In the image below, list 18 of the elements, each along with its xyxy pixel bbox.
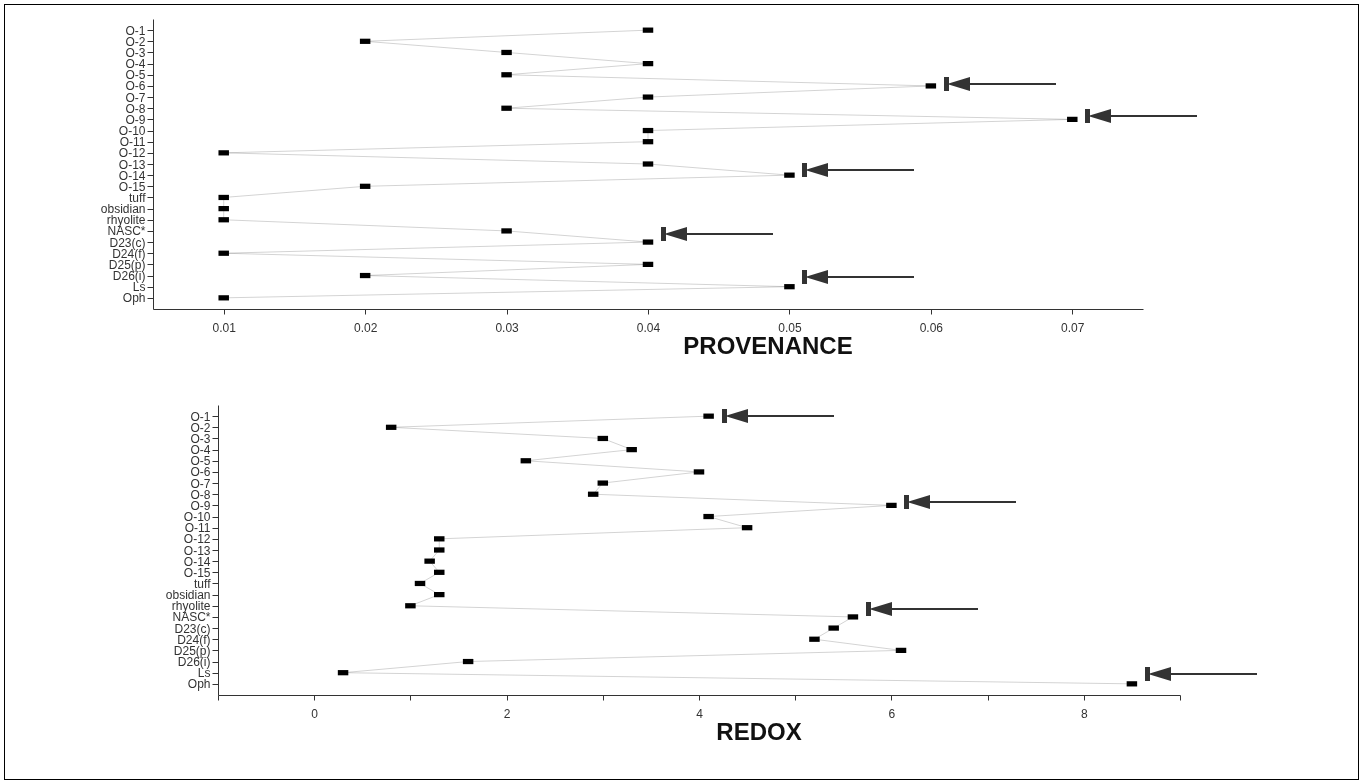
y-tick-label: Oph xyxy=(187,677,211,692)
y-tick-label: Oph xyxy=(122,291,146,306)
x-tick-label: 0.05 xyxy=(778,320,802,335)
x-tick-label: 0.07 xyxy=(1061,320,1085,335)
x-tick-label: 0.01 xyxy=(212,320,237,335)
x-tick-label: 0.02 xyxy=(353,320,378,335)
x-tick-label: 0.06 xyxy=(919,320,944,335)
y-tick-label: rhyolite xyxy=(171,599,211,614)
text: REDOX xyxy=(716,718,802,745)
y-tick-label: rhyolite xyxy=(106,213,146,228)
x-tick-label: 4 xyxy=(696,706,704,721)
x-tick-label: 2 xyxy=(503,706,511,721)
x-tick-label: 0.04 xyxy=(636,320,661,335)
x-tick-label: 8 xyxy=(1080,706,1088,721)
x-tick-label: 0.03 xyxy=(495,320,520,335)
x-tick-label: 6 xyxy=(888,706,896,721)
text: PROVENANCE xyxy=(683,332,853,359)
x-tick-label: 0 xyxy=(311,706,319,721)
